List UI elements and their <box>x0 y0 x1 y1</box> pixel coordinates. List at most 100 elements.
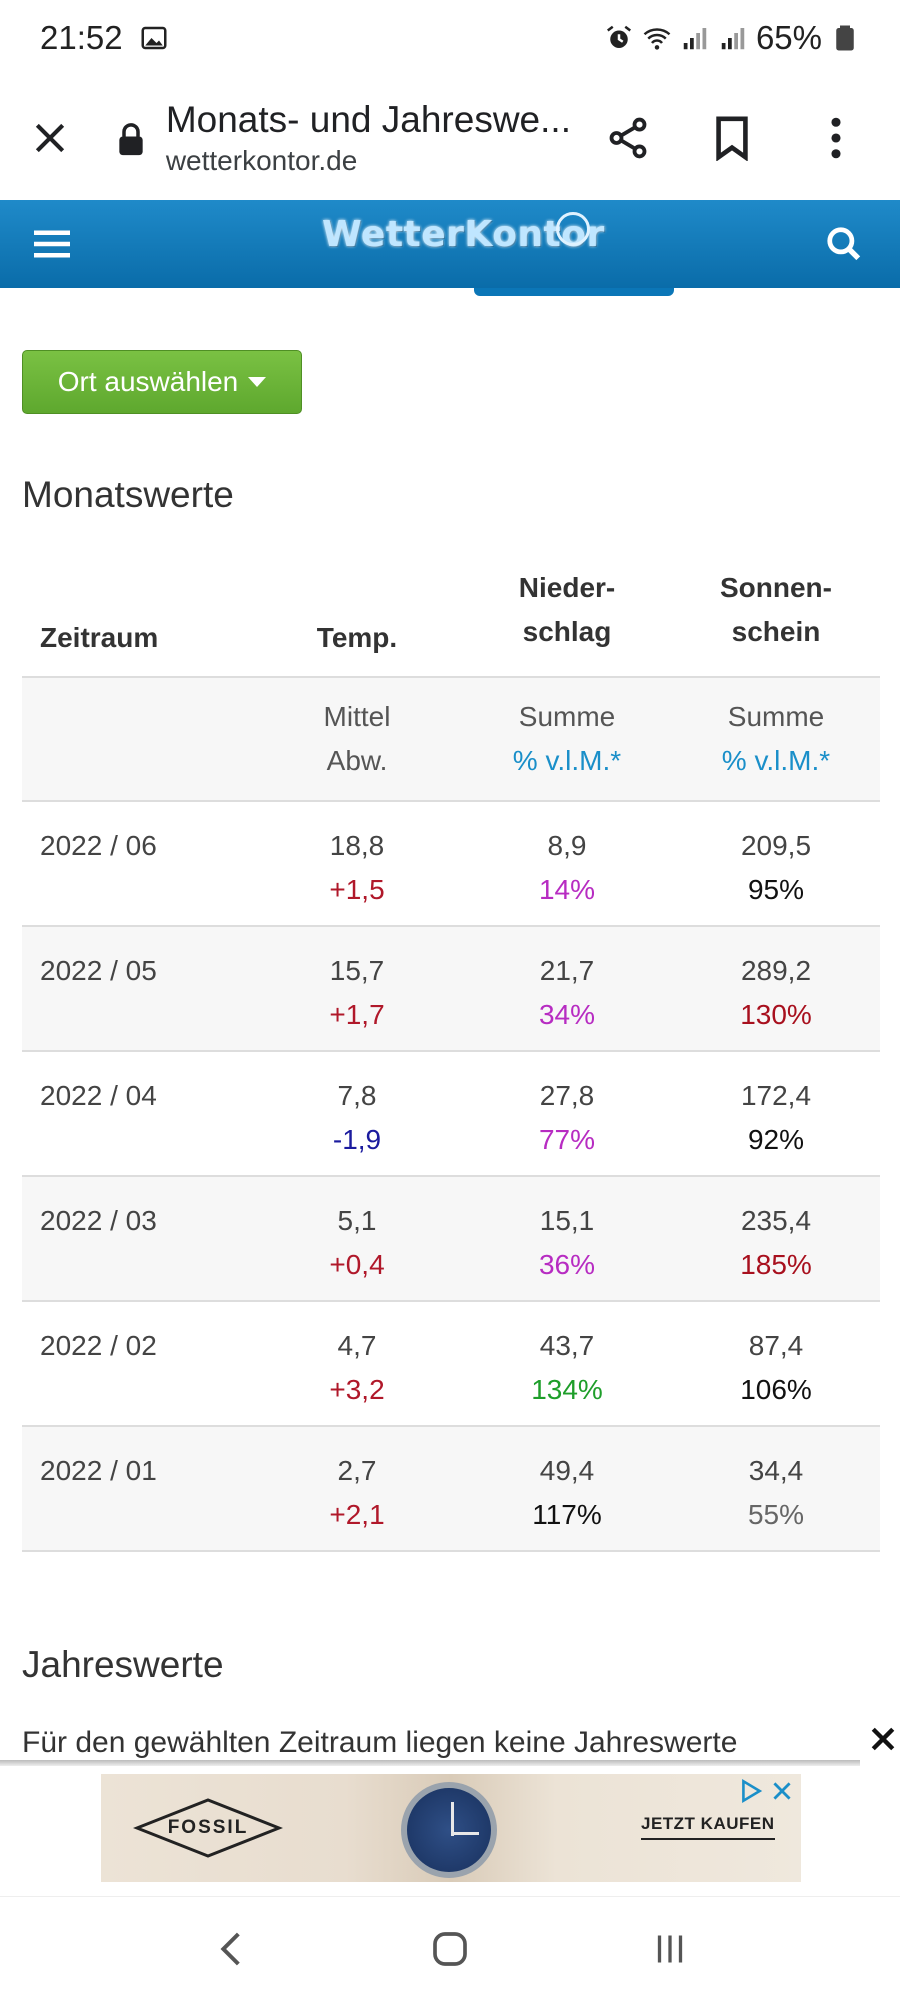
table-header-row: Zeitraum Temp. Nieder- schlag Sonnen- sc… <box>22 560 880 678</box>
subheader-temp-abw: Abw. <box>326 745 388 776</box>
yearly-empty-text: Für den gewählten Zeitraum liegen keine … <box>22 1726 738 1759</box>
home-icon <box>433 1931 467 1966</box>
row-sun: 34,4 <box>748 1455 804 1486</box>
url-block[interactable]: Monats- und Jahreswe... wetterkontor.de <box>166 99 576 177</box>
row-temp-dev: -1,9 <box>332 1124 382 1155</box>
nav-home-button[interactable] <box>405 1909 495 1989</box>
location-select-label: Ort auswählen <box>57 366 239 397</box>
yearly-heading: Jahreswerte <box>22 1644 224 1685</box>
page-title: Monats- und Jahreswe... <box>165 99 571 140</box>
ad-x-icon[interactable] <box>769 1778 795 1804</box>
ad-banner[interactable]: FOSSIL JETZT KAUFEN <box>101 1774 801 1882</box>
nav-back-button[interactable] <box>185 1909 275 1989</box>
table-subheader-row: Mittel Abw. Summe % v.l.M.* Summe % v.l.… <box>22 678 880 802</box>
header-sonnenschein: Sonnen- schein <box>672 566 880 654</box>
ad-cta-button[interactable]: JETZT KAUFEN <box>641 1814 775 1840</box>
row-period: 2022 / 06 <box>40 830 157 861</box>
menu-button[interactable] <box>0 200 104 288</box>
row-precip-pct: 34% <box>538 999 596 1030</box>
row-temp: 2,7 <box>337 1455 377 1486</box>
ad-divider <box>0 1760 860 1766</box>
header-nieder-line2: schlag <box>522 616 612 647</box>
close-tab-button[interactable] <box>2 88 97 188</box>
image-icon <box>141 26 167 50</box>
row-temp-dev: +0,4 <box>329 1249 385 1280</box>
battery-percent: 65% <box>755 19 822 56</box>
site-search-button[interactable] <box>816 216 872 272</box>
recents-icon <box>657 1935 683 1962</box>
signal-icon <box>683 28 707 50</box>
subheader-sonnen: Summe % v.l.M.* <box>672 695 880 783</box>
subheader-nieder-pct-link[interactable]: % v.l.M.* <box>512 745 622 776</box>
row-temp: 4,7 <box>337 1330 377 1361</box>
adchoices-icon[interactable] <box>737 1778 765 1804</box>
row-sun-pct: 106% <box>740 1374 812 1405</box>
row-period: 2022 / 05 <box>40 955 157 986</box>
header-temp: Temp. <box>316 622 398 653</box>
row-sun-pct: 130% <box>740 999 812 1030</box>
row-sun-pct: 92% <box>747 1124 805 1155</box>
back-icon <box>220 1932 240 1965</box>
status-time: 21:52 <box>40 19 123 56</box>
row-temp: 7,8 <box>337 1080 377 1111</box>
caret-down-icon <box>248 377 267 387</box>
signal-icon <box>721 28 745 50</box>
share-icon <box>609 117 647 159</box>
ad-brand: FOSSIL <box>167 1817 249 1838</box>
row-sun: 172,4 <box>740 1080 812 1111</box>
row-sun: 235,4 <box>740 1205 812 1236</box>
hamburger-menu-icon <box>34 230 70 258</box>
row-precip-pct: 117% <box>532 1499 602 1530</box>
table-row: 2022 / 01 2,7 +2,1 49,4 117% 34,4 55% <box>22 1427 880 1552</box>
bookmark-icon <box>716 116 748 161</box>
system-nav-bar <box>0 1896 900 2000</box>
row-sun: 289,2 <box>740 955 812 986</box>
row-temp-dev: +1,7 <box>329 999 385 1030</box>
more-vert-icon <box>831 117 841 159</box>
subheader-sonnen-summe: Summe <box>727 701 825 732</box>
row-sun: 87,4 <box>748 1330 804 1361</box>
header-nieder-line1: Nieder- <box>518 572 616 603</box>
header-sonnen-line2: schein <box>731 616 821 647</box>
row-period: 2022 / 02 <box>40 1330 157 1361</box>
table-row: 2022 / 03 5,1 +0,4 15,1 36% 235,4 185% <box>22 1177 880 1302</box>
active-tab-indicator <box>474 288 674 296</box>
more-options-button[interactable] <box>784 88 888 188</box>
row-sun: 209,5 <box>740 830 812 861</box>
row-precip: 49,4 <box>539 1455 595 1486</box>
row-temp: 18,8 <box>329 830 385 861</box>
row-precip: 8,9 <box>547 830 587 861</box>
table-row: 2022 / 04 7,8 -1,9 27,8 77% 172,4 92% <box>22 1052 880 1177</box>
row-sun-pct: 185% <box>740 1249 812 1280</box>
row-precip: 27,8 <box>539 1080 595 1111</box>
wifi-icon <box>643 28 671 50</box>
row-precip: 21,7 <box>539 955 595 986</box>
status-bar: 21:52 65% <box>0 0 900 76</box>
location-select-button[interactable]: Ort auswählen <box>22 350 302 414</box>
page-domain: wetterkontor.de <box>165 145 358 176</box>
monthly-heading: Monatswerte <box>22 474 234 515</box>
row-sun-pct: 55% <box>747 1499 805 1530</box>
battery-icon <box>836 25 854 51</box>
ad-close-button[interactable] <box>866 1722 900 1756</box>
row-precip: 43,7 <box>539 1330 595 1361</box>
row-temp-dev: +1,5 <box>329 874 385 905</box>
row-period: 2022 / 03 <box>40 1205 157 1236</box>
row-precip-pct: 134% <box>531 1374 603 1405</box>
table-row: 2022 / 06 18,8 +1,5 8,9 14% 209,5 95% <box>22 802 880 927</box>
row-precip-pct: 14% <box>538 874 596 905</box>
nav-recents-button[interactable] <box>625 1909 715 1989</box>
subheader-sonnen-pct-link[interactable]: % v.l.M.* <box>721 745 831 776</box>
table-row: 2022 / 05 15,7 +1,7 21,7 34% 289,2 130% <box>22 927 880 1052</box>
subheader-nieder-summe: Summe <box>518 701 616 732</box>
row-temp: 15,7 <box>329 955 385 986</box>
share-button[interactable] <box>576 88 680 188</box>
site-header: WetterKontor <box>0 200 900 288</box>
row-temp-dev: +3,2 <box>329 1374 385 1405</box>
bookmark-button[interactable] <box>680 88 784 188</box>
ad-close-icon <box>871 1727 895 1751</box>
subheader-nieder: Summe % v.l.M.* <box>462 695 672 783</box>
row-precip: 15,1 <box>539 1205 595 1236</box>
row-sun-pct: 95% <box>747 874 805 905</box>
lock-icon[interactable] <box>117 118 149 158</box>
